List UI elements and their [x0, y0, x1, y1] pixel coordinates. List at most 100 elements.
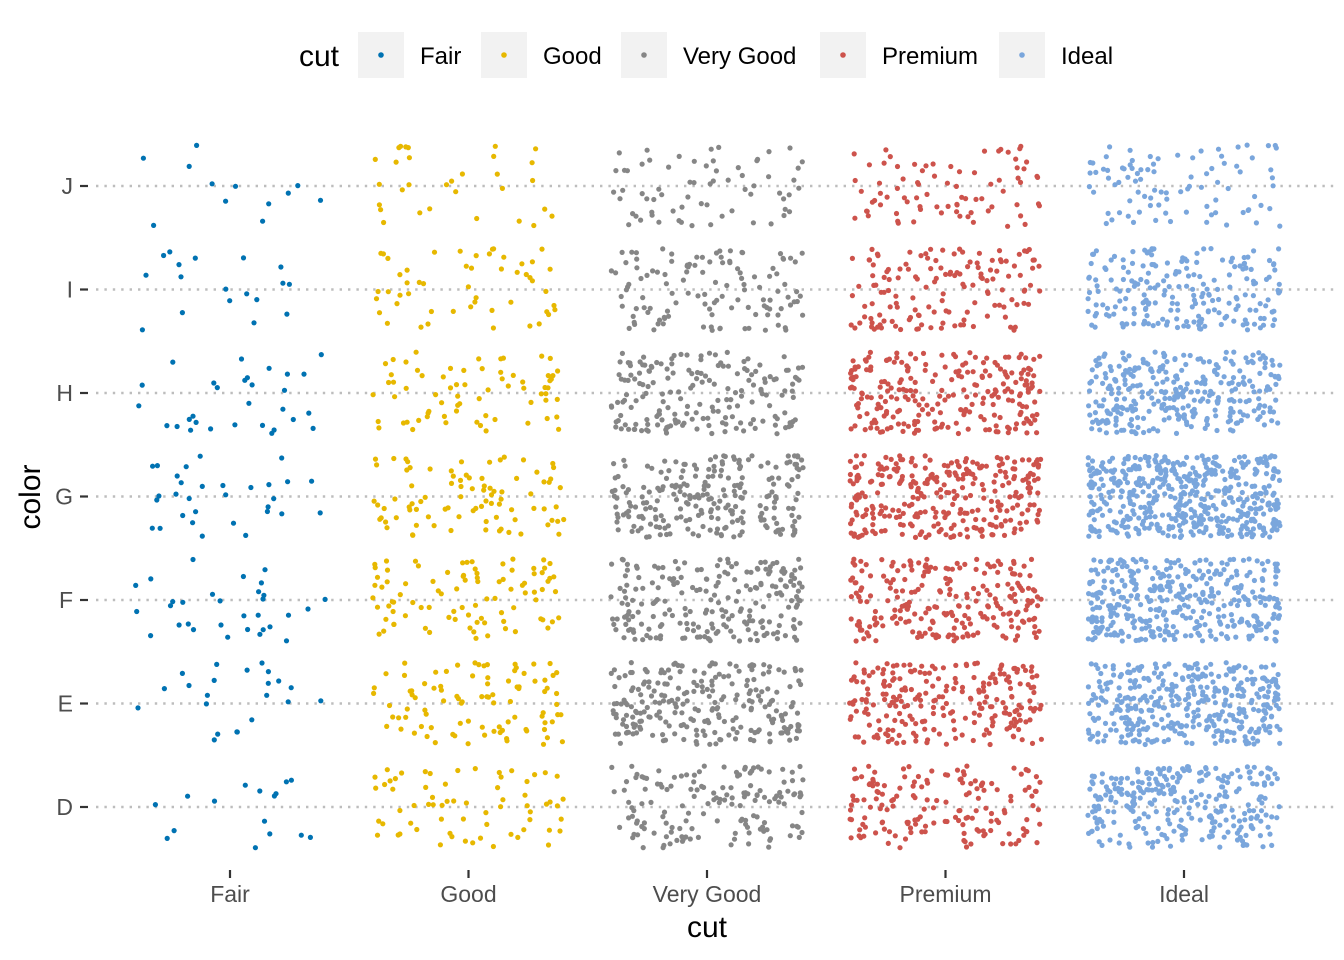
point — [1027, 717, 1033, 723]
point — [1193, 674, 1199, 680]
point — [792, 529, 798, 536]
point — [866, 722, 873, 728]
point — [695, 624, 702, 630]
point — [762, 559, 768, 565]
point — [525, 420, 531, 426]
point — [760, 604, 767, 610]
point — [266, 201, 272, 207]
point — [496, 769, 502, 776]
point — [794, 710, 801, 716]
point — [1148, 598, 1154, 604]
point — [1098, 558, 1104, 565]
point — [655, 422, 661, 428]
point — [775, 527, 781, 533]
point — [711, 501, 717, 507]
point — [626, 799, 632, 805]
point — [982, 831, 988, 837]
point — [258, 580, 264, 586]
point — [1113, 799, 1119, 805]
point — [847, 807, 854, 813]
point — [929, 406, 936, 412]
point — [682, 605, 688, 612]
point — [797, 598, 803, 604]
point — [735, 297, 741, 303]
point — [987, 675, 994, 681]
point — [894, 304, 900, 310]
point — [1256, 396, 1262, 402]
point — [1224, 738, 1230, 745]
point — [728, 785, 734, 791]
point — [554, 670, 560, 676]
point — [711, 790, 717, 796]
point — [1200, 698, 1207, 704]
point — [1242, 523, 1248, 530]
point — [1090, 733, 1096, 740]
point — [1026, 617, 1032, 623]
point — [391, 455, 397, 462]
point — [897, 521, 904, 528]
point — [1229, 713, 1236, 719]
point — [886, 829, 893, 835]
point — [1213, 506, 1219, 512]
point — [494, 171, 500, 177]
point — [710, 661, 716, 667]
point — [886, 683, 893, 689]
point — [735, 165, 741, 171]
point — [1225, 829, 1231, 835]
point — [864, 411, 870, 417]
point — [850, 575, 856, 581]
point — [958, 776, 964, 782]
point — [758, 388, 764, 394]
point — [930, 505, 936, 511]
point — [1135, 766, 1141, 772]
point — [753, 600, 759, 606]
point — [652, 699, 658, 705]
point — [647, 305, 653, 311]
point — [1096, 528, 1102, 534]
point — [1242, 817, 1248, 823]
point — [1234, 584, 1240, 591]
point — [1198, 380, 1204, 386]
point — [907, 713, 913, 719]
point — [1198, 513, 1204, 519]
point — [1171, 828, 1177, 834]
point — [1224, 634, 1230, 640]
point — [1086, 700, 1092, 707]
point — [1111, 819, 1117, 825]
point — [1002, 469, 1008, 475]
point — [764, 630, 770, 637]
point — [904, 606, 910, 612]
point — [657, 715, 663, 721]
point — [781, 570, 787, 576]
point — [892, 833, 898, 839]
point — [1135, 665, 1141, 671]
point — [445, 569, 451, 576]
point — [1008, 324, 1014, 330]
point — [957, 246, 963, 252]
point — [492, 595, 498, 602]
point — [672, 484, 678, 490]
point — [1108, 622, 1114, 629]
point — [732, 830, 738, 836]
point — [909, 523, 915, 529]
point — [760, 671, 767, 677]
point — [655, 680, 661, 686]
point — [1143, 515, 1149, 521]
point — [731, 488, 737, 494]
point — [791, 575, 798, 582]
point — [866, 162, 873, 168]
point — [635, 832, 641, 838]
point — [1100, 380, 1106, 386]
point — [717, 557, 723, 563]
point — [935, 521, 941, 527]
point — [915, 180, 921, 186]
point — [687, 608, 693, 615]
point — [1179, 675, 1186, 681]
point — [1099, 842, 1105, 849]
point — [1034, 594, 1040, 600]
point — [498, 774, 504, 780]
point — [654, 498, 660, 504]
point — [1198, 521, 1204, 527]
point — [215, 731, 221, 737]
point — [1251, 408, 1257, 414]
